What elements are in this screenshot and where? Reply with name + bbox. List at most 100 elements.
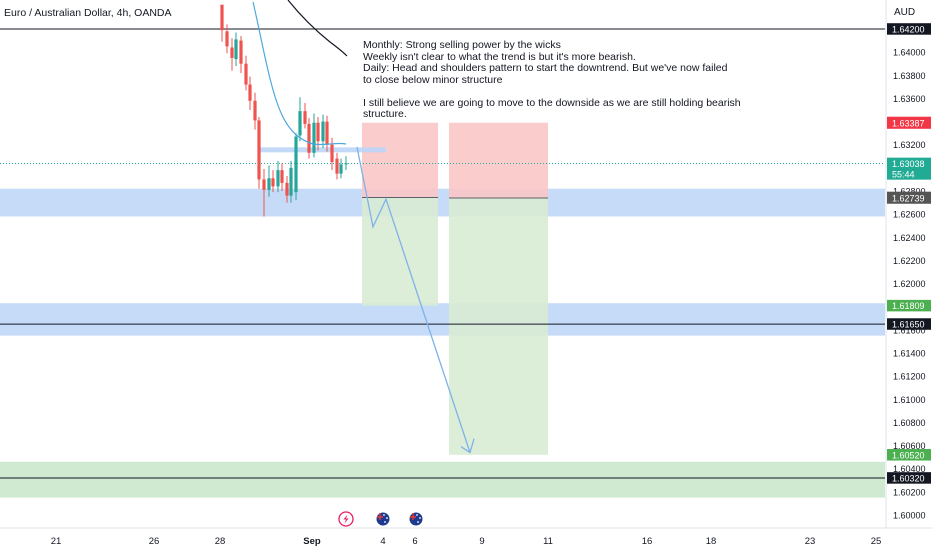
note-line: I still believe we are going to move to … <box>363 96 741 109</box>
price-label-box[interactable] <box>887 318 931 330</box>
take-profit-area[interactable] <box>449 198 548 455</box>
candle-body[interactable] <box>267 178 271 190</box>
price-tick-label: 1.61400 <box>893 349 926 359</box>
price-label-text: 1.63387 <box>892 119 925 129</box>
mid-zone[interactable] <box>0 303 885 336</box>
australia-flag-icon[interactable] <box>408 511 424 527</box>
candle-body[interactable] <box>298 111 302 136</box>
candle-body[interactable] <box>339 164 343 174</box>
price-tick-label: 1.61200 <box>893 372 926 382</box>
flash-event-icon[interactable] <box>338 511 354 527</box>
price-label-text: 1.60320 <box>892 473 925 483</box>
candle-body[interactable] <box>289 167 293 196</box>
candle-body[interactable] <box>307 123 311 153</box>
candle-body[interactable] <box>335 158 339 174</box>
projection-arrow-icon <box>460 438 475 454</box>
currency-label[interactable]: AUD <box>894 7 916 18</box>
candle-body[interactable] <box>220 4 224 31</box>
price-label-box[interactable] <box>887 157 931 180</box>
candle-body[interactable] <box>280 170 284 183</box>
candle-body[interactable] <box>239 40 243 64</box>
price-tick-label: 1.63800 <box>893 71 926 81</box>
price-label-text: 1.60520 <box>892 450 925 460</box>
candle-body[interactable] <box>271 178 275 187</box>
price-label-text: 1.61650 <box>892 320 925 330</box>
time-axis-label: 11 <box>543 536 553 547</box>
note-line: Daily: Head and shoulders pattern to sta… <box>363 62 728 74</box>
time-axis-label: 21 <box>51 536 62 547</box>
time-axis-label: 28 <box>215 536 226 547</box>
price-label-box[interactable] <box>887 23 931 35</box>
take-profit-area[interactable] <box>362 197 438 306</box>
note-line: structure. <box>363 108 407 120</box>
note-line: Weekly isn't clear to what the trend is … <box>363 50 636 63</box>
price-tick-label: 1.62400 <box>893 233 926 243</box>
long-moving-average-line[interactable] <box>287 0 348 57</box>
price-tick-label: 1.64000 <box>893 48 926 58</box>
candle-body[interactable] <box>253 100 257 121</box>
candle-body[interactable] <box>325 121 329 145</box>
price-tick-label: 1.62000 <box>893 279 926 289</box>
candle-body[interactable] <box>321 121 325 142</box>
time-axis-label: 26 <box>149 536 160 547</box>
note-line: to close below minor structure <box>363 73 503 86</box>
time-axis-label: 23 <box>805 536 816 547</box>
note-line <box>363 86 723 98</box>
stop-loss-area[interactable] <box>362 122 438 198</box>
candle-body[interactable] <box>234 39 238 60</box>
candle-body[interactable] <box>248 84 252 101</box>
candle-body[interactable] <box>316 122 320 142</box>
price-label-box[interactable] <box>887 192 931 204</box>
price-tick-label: 1.62800 <box>893 187 926 197</box>
price-label-box[interactable] <box>887 299 931 312</box>
price-tick-label: 1.63200 <box>893 140 926 150</box>
candle-body[interactable] <box>257 120 261 180</box>
neckline-marker[interactable] <box>258 147 386 153</box>
projection-path[interactable] <box>356 146 471 453</box>
price-label-text: 1.62739 <box>892 194 925 204</box>
price-label-box[interactable] <box>887 117 931 129</box>
price-label-text: 1.64200 <box>892 25 925 35</box>
candle-body[interactable] <box>225 31 229 47</box>
time-axis-label: 16 <box>642 536 653 547</box>
price-tick-label: 1.60000 <box>893 511 926 521</box>
price-tick-label: 1.61600 <box>893 325 926 335</box>
candle-body[interactable] <box>244 63 248 85</box>
price-tick-label: 1.60800 <box>893 418 926 428</box>
australia-flag-icon[interactable] <box>375 511 391 527</box>
time-axis-label: 9 <box>479 536 484 547</box>
note-line: Monthly: Strong selling power by the wic… <box>363 39 561 51</box>
stop-loss-area[interactable] <box>449 122 548 199</box>
time-axis-label: 4 <box>380 536 385 547</box>
price-label-text: 1.63038 <box>892 159 925 169</box>
analysis-note[interactable]: Monthly: Strong selling power by the wic… <box>363 39 741 121</box>
candle-body[interactable] <box>303 111 307 124</box>
supply-zone[interactable] <box>0 188 885 217</box>
candle-body[interactable] <box>344 163 348 165</box>
time-axis-label: 6 <box>412 536 417 547</box>
price-tick-label: 1.62200 <box>893 256 926 266</box>
demand-zone[interactable] <box>0 461 885 498</box>
candle-body[interactable] <box>285 182 289 196</box>
candle-body[interactable] <box>312 122 316 153</box>
candle-body[interactable] <box>330 144 334 163</box>
price-label-text: 1.61809 <box>892 301 925 311</box>
candle-body[interactable] <box>276 170 280 187</box>
time-axis-label: 18 <box>706 536 717 547</box>
time-axis-label: 25 <box>871 536 882 547</box>
candle-body[interactable] <box>294 136 298 193</box>
price-tick-label: 1.60400 <box>893 464 926 474</box>
moving-average-line[interactable] <box>252 1 347 146</box>
candle-body[interactable] <box>262 179 266 190</box>
countdown-timer: 55:44 <box>892 169 915 179</box>
price-tick-label: 1.60600 <box>893 441 926 451</box>
price-label-box[interactable] <box>887 449 931 461</box>
price-label-box[interactable] <box>887 472 931 484</box>
price-tick-label: 1.62600 <box>893 210 926 220</box>
time-axis-label: Sep <box>303 536 321 547</box>
price-tick-label: 1.61000 <box>893 395 926 405</box>
symbol-title: Euro / Australian Dollar, 4h, OANDA <box>4 7 172 19</box>
candle-body[interactable] <box>230 47 234 58</box>
